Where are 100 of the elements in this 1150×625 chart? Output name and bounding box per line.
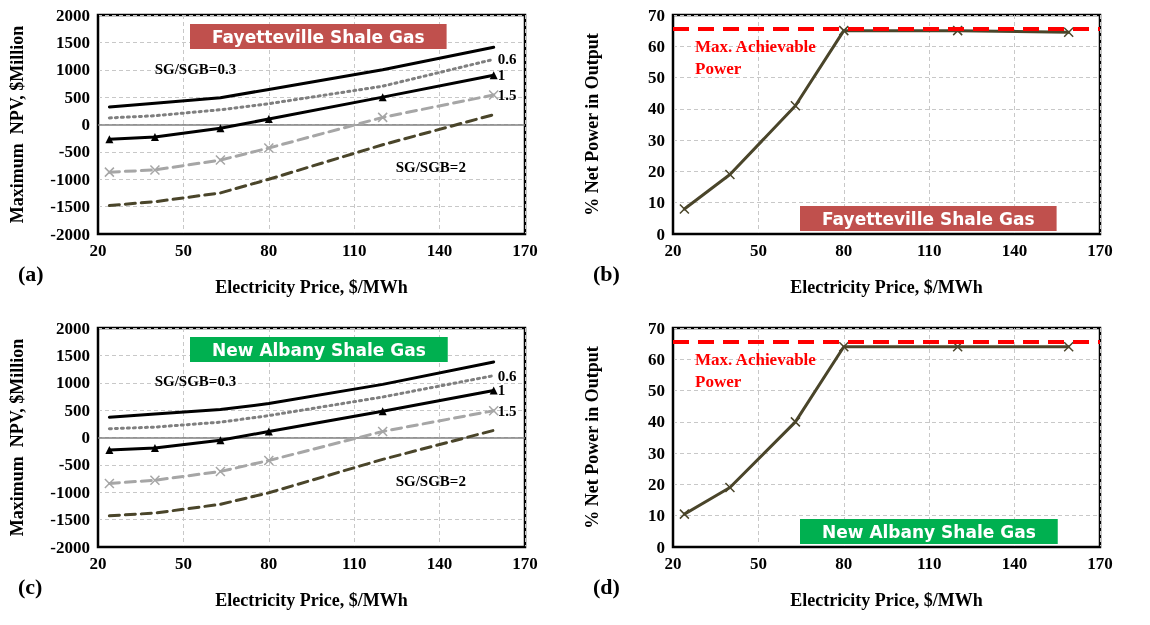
y-tick-label: -1500 [50,510,90,530]
y-tick-label: 0 [656,224,665,244]
x-tick-label: 110 [341,241,367,260]
y-tick-label: 60 [648,349,665,369]
point [724,482,736,493]
y-tick-label: 40 [648,412,665,432]
point [150,133,159,142]
y-tick-label: 1000 [56,60,90,80]
y-axis-title: Maximum NPV, $Million [7,25,27,224]
x-tick-label: 170 [512,554,538,573]
series-label: 1.5 [497,402,517,419]
series-label: SG/SGB=2 [395,473,466,490]
y-tick-label: 60 [648,36,665,56]
point [1063,341,1074,353]
y-axis-title: % Net Power in Output [582,346,602,529]
y-tick-label: -500 [58,455,90,475]
point [104,166,115,178]
y-tick-label: 500 [64,87,90,107]
y-tick-label: 70 [648,318,665,338]
y-tick-label: 1500 [56,32,90,52]
text: New Albany Shale Gas [212,339,426,360]
point [105,446,114,455]
point [488,89,499,101]
point [378,93,387,102]
point [377,426,388,437]
text: (c) [18,573,43,599]
point [149,164,161,176]
y-tick-label: -1000 [50,169,90,189]
x-axis-title: Electricity Price, $/MWh [790,277,983,297]
x-axis-title: Electricity Price, $/MWh [215,590,408,610]
y-tick-label: 20 [648,161,665,181]
series-label: 1 [497,67,506,84]
y-tick-label: -500 [58,142,90,162]
point [104,478,115,489]
y-tick-label: 1000 [56,373,90,393]
text: (d) [593,573,620,599]
x-tick-label: 80 [260,554,278,573]
y-axis-title: Maximum NPV, $Million [7,338,27,537]
y-tick-label: 2000 [56,5,90,25]
point [838,25,850,36]
x-tick-label: 140 [1001,241,1028,260]
y-tick-label: 30 [648,130,665,150]
series-label: SG/SGB=0.3 [154,61,237,78]
line-series [107,113,496,208]
point [952,25,963,36]
x-tick-label: 50 [749,554,767,573]
series-label: 0.6 [497,367,517,384]
x-tick-label: 80 [835,241,853,260]
point [216,436,225,445]
point [149,474,161,486]
point [838,341,850,353]
ref-line-label: Max. Achievable Power [695,349,817,391]
y-tick-label: 500 [64,400,90,420]
x-tick-label: 170 [512,241,538,260]
x-tick-label: 140 [1001,554,1028,573]
y-tick-label: 50 [648,68,665,88]
x-axis-title: Electricity Price, $/MWh [790,590,983,610]
y-tick-label: 0 [81,115,90,134]
point [790,100,801,111]
y-tick-label: 10 [648,506,665,526]
point [377,112,388,123]
y-tick-label: -2000 [50,224,90,244]
series-label: SG/SGB=0.3 [154,373,237,390]
x-tick-label: 50 [749,241,767,260]
x-axis-title: Electricity Price, $/MWh [215,277,408,297]
x-tick-label: 140 [426,554,453,573]
point [215,154,226,166]
x-tick-label: 80 [260,241,278,260]
line-series [107,428,496,518]
text: (a) [18,260,44,286]
point [1063,26,1074,38]
y-tick-label: -1500 [50,197,90,217]
text: Fayetteville Shale Gas [822,208,1035,229]
y-tick-label: 0 [656,537,665,557]
y-tick-label: 10 [648,193,665,213]
line-series [107,45,496,109]
y-tick-label: 0 [81,428,90,447]
y-tick-label: 20 [648,474,665,494]
text: Fayetteville Shale Gas [212,26,425,47]
x-tick-label: 170 [1087,241,1113,260]
point [264,115,273,124]
y-tick-label: 50 [648,381,665,401]
point [263,455,275,466]
series-label: 1.5 [497,86,517,103]
x-tick-label: 80 [835,554,853,573]
x-tick-label: 140 [426,241,453,260]
x-tick-label: 110 [916,554,942,573]
series-label: SG/SGB=2 [395,158,466,175]
y-tick-label: -1000 [50,482,90,502]
x-tick-label: 110 [916,241,942,260]
point [215,466,226,477]
line-series [107,374,496,431]
ref-line-label: Max. Achievable Power [695,36,817,78]
point [679,508,690,520]
series-label: 1 [497,382,506,399]
point [263,142,275,154]
x-tick-label: 170 [1087,554,1113,573]
x-tick-label: 110 [341,554,367,573]
point [150,443,159,452]
text: (b) [593,260,620,286]
